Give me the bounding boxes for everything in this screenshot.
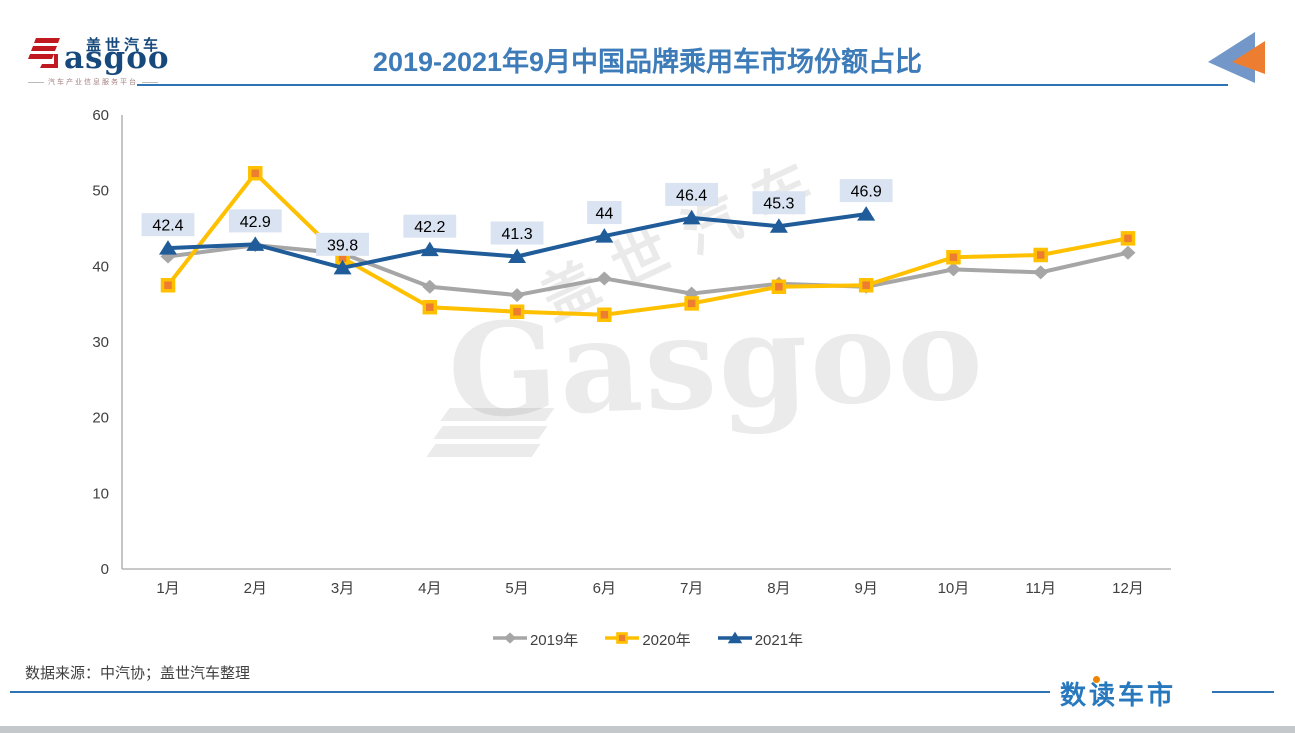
- chart-legend: 2019年 2020年 2021年: [0, 629, 1295, 650]
- shuduCheshi-logo: 数读车市: [1060, 675, 1176, 712]
- bottom-edge-bar: [0, 726, 1295, 733]
- svg-text:5月: 5月: [505, 580, 528, 597]
- svg-text:0: 0: [101, 561, 109, 578]
- legend-label-2019: 2019年: [529, 632, 579, 649]
- svg-text:41.3: 41.3: [502, 226, 533, 243]
- svg-text:50: 50: [92, 183, 109, 200]
- market-share-line-chart: 0 10 20 30 40 50 60 1月 2月 3月 4月 5月 6月 7月 8月 9月 10月 11月 12月…: [92, 107, 1171, 597]
- svg-text:6月: 6月: [593, 580, 616, 597]
- svg-text:1月: 1月: [156, 580, 179, 597]
- svg-text:42.9: 42.9: [240, 214, 271, 231]
- gasgoo-g-stripes-icon: [28, 36, 62, 73]
- back-arrow-icon[interactable]: [1203, 28, 1273, 90]
- legend-marker-2019-diamond-icon: [492, 630, 528, 650]
- svg-text:45.3: 45.3: [763, 196, 794, 213]
- svg-text:7月: 7月: [680, 580, 703, 597]
- svg-text:11月: 11月: [1025, 580, 1056, 597]
- svg-text:12月: 12月: [1112, 580, 1144, 597]
- svg-text:42.4: 42.4: [152, 218, 183, 235]
- svg-text:2月: 2月: [244, 580, 267, 597]
- legend-marker-2020-square-icon: [604, 630, 640, 650]
- legend-item-2020[interactable]: 2020年: [604, 629, 691, 650]
- footer-divider-left: [10, 691, 1050, 693]
- svg-text:40: 40: [92, 258, 109, 275]
- svg-text:44: 44: [595, 206, 613, 223]
- legend-marker-2021-triangle-icon: [717, 630, 753, 650]
- svg-text:4月: 4月: [418, 580, 441, 597]
- svg-text:42.2: 42.2: [414, 219, 445, 236]
- legend-item-2019[interactable]: 2019年: [492, 629, 578, 650]
- logo-tagline: 汽车产业信息服务平台: [28, 77, 198, 87]
- footer-brand-text: 数读车市: [1060, 680, 1177, 710]
- svg-text:60: 60: [92, 107, 109, 124]
- legend-label-2021: 2021年: [754, 632, 804, 649]
- legend-item-2021[interactable]: 2021年: [717, 629, 803, 650]
- svg-text:10月: 10月: [938, 580, 970, 597]
- svg-text:3月: 3月: [331, 580, 354, 597]
- data-source-note: 数据来源：中汽协；盖世汽车整理: [25, 665, 251, 682]
- svg-text:46.4: 46.4: [676, 187, 707, 204]
- svg-text:46.9: 46.9: [851, 184, 882, 201]
- svg-text:30: 30: [92, 334, 109, 351]
- footer-divider-right: [1212, 691, 1274, 693]
- chart-title: 2019-2021年9月中国品牌乘用车市场份额占比: [372, 47, 923, 77]
- svg-text:39.8: 39.8: [327, 237, 358, 254]
- svg-text:10: 10: [92, 485, 109, 502]
- svg-text:8月: 8月: [767, 580, 790, 597]
- logo-brand-english: asgoo: [64, 40, 170, 76]
- legend-label-2020: 2020年: [642, 632, 691, 649]
- logo-brand-chinese: 盖世汽车: [86, 37, 163, 54]
- footer-brand-orange-dot-icon: [1093, 676, 1100, 683]
- svg-text:20: 20: [92, 410, 109, 427]
- svg-text:9月: 9月: [854, 580, 877, 597]
- title-underline: [137, 84, 1228, 86]
- header: 盖世汽车 asgoo 汽车产业信息服务平台 2019-2021年9月中国品牌乘用…: [0, 0, 1295, 110]
- gasgoo-logo: 盖世汽车 asgoo 汽车产业信息服务平台: [28, 36, 198, 87]
